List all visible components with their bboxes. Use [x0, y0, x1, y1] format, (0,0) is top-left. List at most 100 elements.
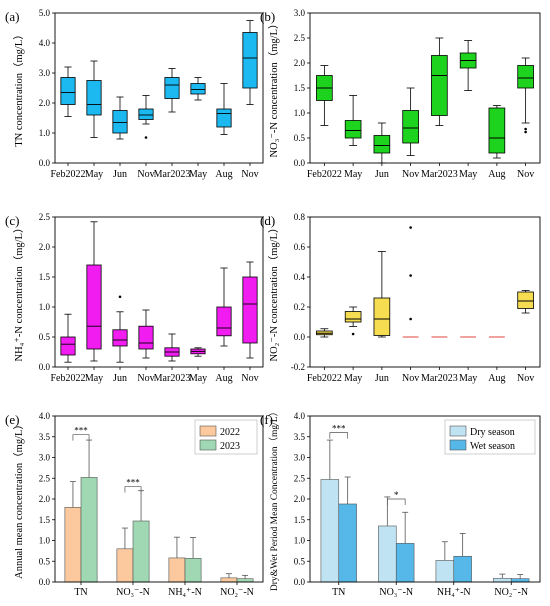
x-tick-label: Nov: [517, 373, 534, 384]
box-outlier: [409, 226, 412, 229]
x-tick-label: May: [85, 373, 103, 384]
x-tick-label: Aug: [488, 169, 505, 180]
y-tick-label: 3.0: [294, 453, 306, 463]
panel-label: (d): [260, 213, 275, 228]
box-outlier: [118, 295, 122, 299]
bar: [453, 555, 472, 583]
panel-label: (e): [5, 412, 19, 427]
x-tick-label: Nov: [402, 373, 419, 384]
x-tick-label: May: [344, 373, 362, 384]
box-jun: [112, 295, 128, 363]
box-iqr: [373, 135, 391, 154]
legend-swatch: [199, 425, 217, 437]
x-tick-label: Mar2023: [421, 169, 458, 180]
x-tick-label: NO₂⁻-N: [494, 587, 528, 598]
legend-swatch: [449, 425, 467, 437]
box-nov: [242, 261, 258, 359]
y-tick-label: 1.5: [294, 83, 306, 93]
significance-label: ***: [332, 424, 346, 434]
y-tick-label: 0.6: [294, 242, 306, 252]
y-axis-label: Dry&Wet Period Mean Concentration（mg/L）: [268, 407, 280, 591]
plot-frame: [309, 415, 541, 583]
bar: [132, 520, 150, 583]
y-tick-label: 4.0: [39, 411, 51, 421]
y-tick-label: 0.0: [294, 158, 306, 168]
box-iqr: [344, 120, 362, 139]
box-iqr: [242, 276, 258, 344]
box-may: [86, 60, 102, 138]
box-aug: [216, 83, 232, 135]
y-tick-label: 3.5: [39, 432, 51, 442]
legend-swatch: [199, 439, 217, 451]
x-tick-label: Feb2022: [307, 169, 342, 180]
y-tick-label: 4.0: [39, 38, 51, 48]
box-nov: [138, 309, 154, 359]
box-feb2022: [60, 66, 76, 117]
box-iqr: [112, 329, 128, 347]
box-may: [190, 347, 206, 357]
box-iqr: [216, 306, 232, 337]
y-tick-label: 3.0: [39, 453, 51, 463]
x-tick-label: Nov: [402, 169, 419, 180]
x-tick-label: NO₃⁻-N: [379, 587, 413, 598]
plot-frame: [54, 12, 264, 164]
panel-a: (a) TN concentration（mg/L） 0.0 1.0 2.0 3.0 4.0…: [5, 8, 264, 180]
y-tick-label: 4.0: [294, 411, 306, 421]
x-tick-label: Aug: [488, 373, 505, 384]
bar: [220, 577, 238, 583]
y-tick-label: 0.0: [294, 577, 306, 587]
box-feb2022: [60, 313, 76, 363]
bar: [338, 503, 357, 583]
significance-bracket: [72, 434, 90, 441]
significance-bracket: [386, 498, 406, 505]
bar: [510, 578, 530, 583]
plot-frame: [309, 12, 541, 164]
box-outlier: [409, 274, 412, 277]
y-tick-label: 0.4: [294, 272, 306, 282]
bar: [116, 548, 134, 583]
panel-e: (e)Annual mean concentration（mg/L） 0.0 0.5…: [5, 411, 264, 598]
x-tick-label: May: [344, 169, 362, 180]
significance-label: ***: [126, 478, 140, 488]
box-iqr: [164, 77, 180, 99]
y-tick-label: 1.0: [39, 128, 51, 138]
x-tick-label: Jun: [375, 169, 389, 180]
box-nov: [242, 20, 258, 105]
box-iqr: [344, 311, 362, 323]
panel-label: (b): [260, 9, 275, 24]
box-outlier: [524, 130, 527, 134]
legend: [194, 419, 258, 455]
box-jun: [112, 96, 128, 140]
panel-b: (b)NO₃⁻-N concentration（mg/L） 0.0 0.5 1.0 1.…: [260, 8, 541, 180]
box-iqr: [488, 107, 506, 154]
y-tick-label: 3.0: [294, 8, 306, 18]
x-tick-label: Nov: [137, 373, 154, 384]
legend-label: Dry season: [470, 427, 515, 438]
y-axis-label: NO₂⁻-N concentration（mg/L）: [268, 223, 280, 362]
legend-label: Wet season: [470, 441, 515, 452]
x-tick-label: Jun: [113, 169, 127, 180]
x-tick-label: TN: [74, 587, 87, 598]
x-tick-label: May: [189, 373, 207, 384]
y-tick-label: 0.5: [294, 556, 306, 566]
box-iqr: [402, 110, 419, 144]
panel-label: (a): [5, 9, 19, 24]
x-tick-label: Nov: [517, 169, 534, 180]
x-tick-label: May: [459, 373, 477, 384]
y-tick-label: 1.5: [39, 515, 51, 525]
y-tick-label: 1.0: [294, 536, 306, 546]
bar: [395, 543, 415, 583]
box-feb2022: [316, 65, 333, 126]
box-may: [86, 221, 102, 362]
y-axis-label: NO₃⁻-N concentration（mg/L）: [268, 19, 280, 158]
box-nov: [517, 57, 534, 134]
bar: [236, 578, 254, 583]
box-iqr: [86, 264, 102, 350]
x-tick-label: May: [459, 169, 477, 180]
box-iqr: [190, 83, 206, 95]
x-tick-label: NH₄⁺-N: [168, 587, 202, 598]
y-tick-label: 0.0: [39, 362, 51, 372]
box-iqr: [242, 32, 258, 89]
box-mar2023: [164, 68, 180, 113]
